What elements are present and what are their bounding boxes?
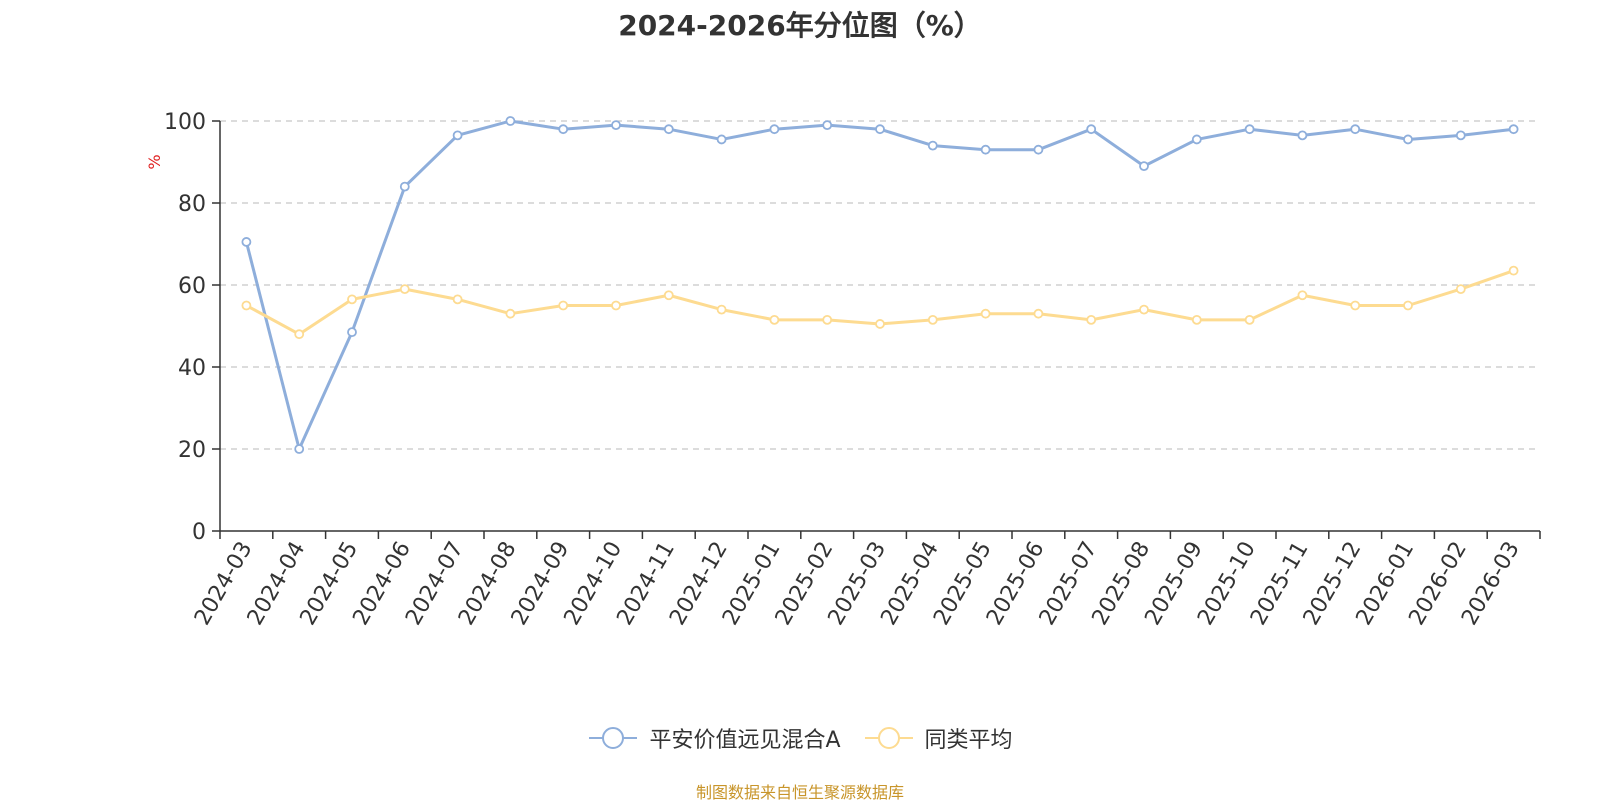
legend-peer-label: 同类平均 <box>924 728 1013 753</box>
data-point-s1 <box>1191 314 1202 325</box>
data-points <box>241 116 1519 454</box>
data-point-s1 <box>1033 308 1044 319</box>
data-point-s1 <box>1350 300 1361 311</box>
data-point-s0 <box>769 124 780 135</box>
data-point-s0 <box>1086 124 1097 135</box>
data-point-s1 <box>611 300 621 311</box>
data-point-s0 <box>1297 130 1308 141</box>
data-point-s0 <box>399 181 410 192</box>
data-point-s1 <box>663 290 674 301</box>
data-point-s1 <box>980 308 991 319</box>
data-point-s1 <box>769 314 780 325</box>
data-point-s1 <box>1297 290 1308 301</box>
data-point-s0 <box>1191 134 1202 145</box>
data-point-s0 <box>822 120 833 130</box>
y-tick-label: 40 <box>178 356 206 381</box>
y-tick-label: 60 <box>178 274 206 299</box>
data-point-s0 <box>1139 161 1149 172</box>
data-point-s1 <box>716 304 727 315</box>
data-point-s0 <box>1033 144 1044 155</box>
data-point-s1 <box>347 294 357 305</box>
data-point-s1 <box>1139 304 1149 315</box>
axes <box>212 120 1541 539</box>
data-point-s1 <box>294 329 305 340</box>
data-point-s0 <box>452 130 463 141</box>
data-point-s1 <box>927 314 938 325</box>
data-point-s0 <box>294 444 305 454</box>
data-point-s0 <box>558 124 569 135</box>
data-point-s1 <box>1455 284 1466 295</box>
legend-fund-marker-icon <box>589 727 638 749</box>
data-point-s1 <box>241 300 252 311</box>
data-point-s0 <box>505 116 516 126</box>
data-point-s0 <box>663 124 674 135</box>
grid-lines <box>220 120 1540 450</box>
data-point-s1 <box>1403 300 1413 311</box>
data-point-s1 <box>1086 314 1097 325</box>
data-point-s0 <box>347 327 357 338</box>
y-tick-labels: 0 20 40 60 80 100 <box>164 110 206 545</box>
y-tick-label: 20 <box>178 438 206 463</box>
x-tick-labels: 2024-032024-042024-052024-062024-072024-… <box>190 538 1525 630</box>
data-point-s0 <box>927 140 938 151</box>
data-point-s0 <box>611 120 621 130</box>
data-point-s1 <box>1508 265 1519 276</box>
y-tick-label: 100 <box>164 110 206 135</box>
y-tick-label: 0 <box>192 520 206 545</box>
data-point-s1 <box>822 314 833 325</box>
y-tick-label: 80 <box>178 192 206 217</box>
data-point-s0 <box>1455 130 1466 141</box>
data-point-s1 <box>452 294 463 305</box>
legend-item-fund[interactable]: 平安价值远见混合A <box>587 722 841 754</box>
data-point-s0 <box>1244 124 1255 135</box>
data-point-s0 <box>1403 134 1413 145</box>
legend: 平安价值远见混合A 同类平均 <box>0 722 1600 754</box>
data-point-s1 <box>875 319 885 329</box>
data-point-s0 <box>1350 124 1361 135</box>
y-axis-label: % <box>145 154 164 169</box>
source-note: 制图数据来自恒生聚源数据库 <box>695 783 904 802</box>
data-point-s0 <box>980 144 991 155</box>
data-point-s1 <box>1244 314 1255 325</box>
data-point-s1 <box>558 300 569 311</box>
data-point-s0 <box>875 124 885 135</box>
chart-title: 2024-2026年分位图（%） <box>618 9 982 42</box>
legend-item-peer-average[interactable]: 同类平均 <box>863 722 1013 754</box>
data-point-s0 <box>1508 124 1519 135</box>
legend-peer-marker-icon <box>864 727 913 749</box>
data-point-s1 <box>505 308 516 319</box>
legend-fund-label: 平安价值远见混合A <box>649 728 841 753</box>
data-point-s0 <box>716 134 727 145</box>
data-point-s0 <box>241 237 252 247</box>
data-point-s1 <box>399 284 410 295</box>
